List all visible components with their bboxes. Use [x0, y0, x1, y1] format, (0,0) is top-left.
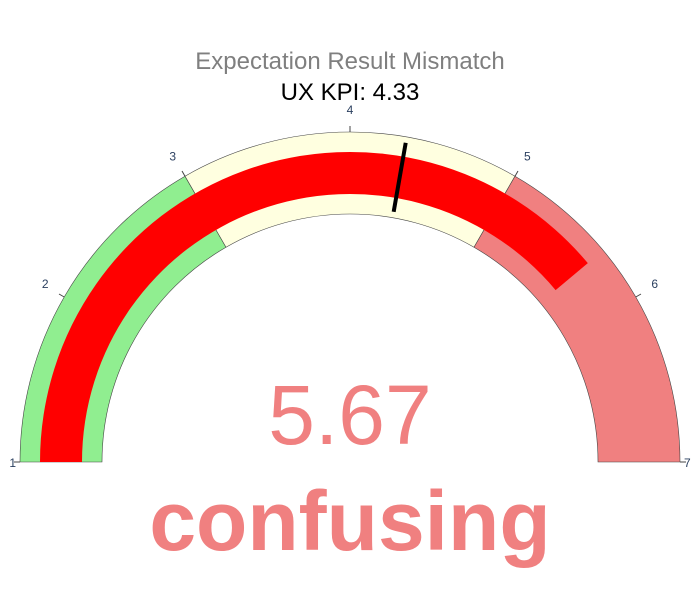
gauge-ticks: 1 2 3 4 5 6 7	[9, 103, 691, 470]
gauge-value: 5.67	[268, 368, 432, 462]
gauge-tick-label: 1	[9, 456, 16, 470]
gauge-tick-label: 4	[347, 103, 354, 117]
gauge-value-bar	[40, 152, 588, 463]
gauge-threshold-layer	[391, 142, 408, 213]
gauge-verdict: confusing	[149, 474, 550, 568]
gauge-tick-label: 3	[169, 150, 176, 164]
gauge-tick-label: 6	[651, 277, 658, 291]
gauge-tick-mark	[514, 170, 519, 177]
gauge-threshold-marker	[391, 142, 408, 213]
gauge-tick-label: 5	[524, 150, 531, 164]
gauge-tick-mark	[58, 293, 65, 298]
gauge-tick-label: 7	[684, 456, 691, 470]
gauge-tick-mark	[181, 170, 186, 177]
chart-subtitle: UX KPI: 4.33	[281, 79, 420, 106]
chart-title: Expectation Result Mismatch	[195, 48, 504, 75]
gauge-bar-layer	[40, 152, 588, 463]
gauge-tick-mark	[635, 293, 642, 298]
gauge-tick-label: 2	[42, 277, 49, 291]
